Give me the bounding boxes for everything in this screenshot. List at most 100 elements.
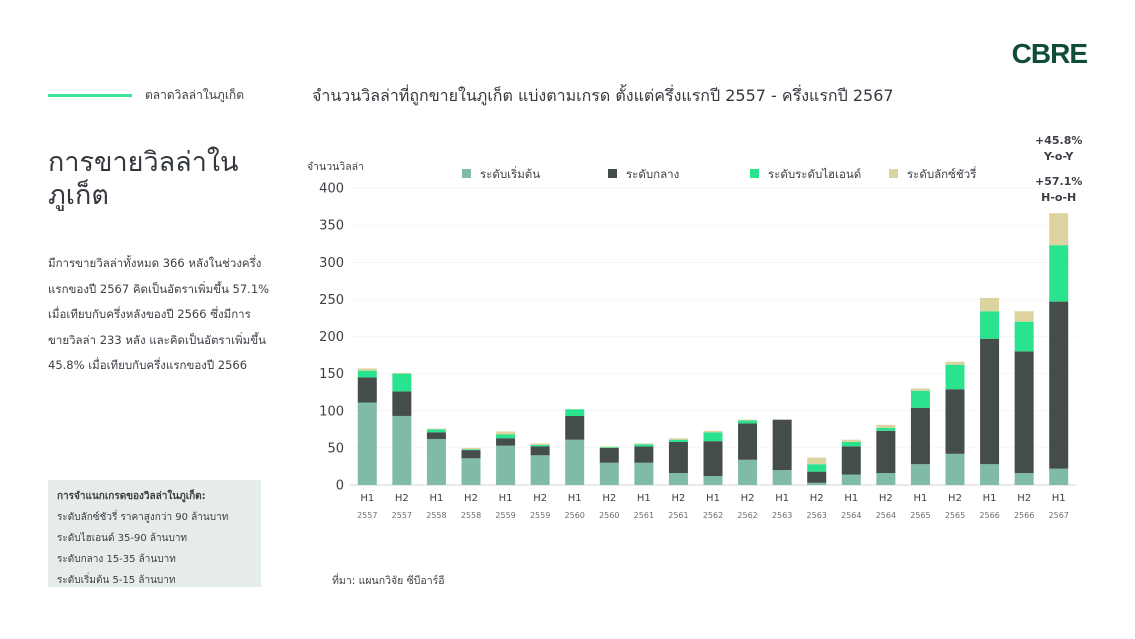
classification-item-high-end: ระดับไฮเอนด์ 35-90 ล้านบาท xyxy=(57,533,188,544)
bar-segment xyxy=(738,420,758,424)
x-tick-year: 2558 xyxy=(426,511,446,520)
classification-item-mid: ระดับกลาง 15-35 ล้านบาท xyxy=(57,554,176,565)
x-tick-half: H2 xyxy=(948,493,962,504)
x-tick-half: H2 xyxy=(464,493,478,504)
annotation-label: H-o-H xyxy=(1041,191,1076,204)
bar-segment xyxy=(426,429,446,433)
x-tick-half: H1 xyxy=(499,493,513,504)
y-tick-label: 50 xyxy=(327,441,344,456)
bar-segment xyxy=(807,464,827,472)
x-tick-year: 2558 xyxy=(461,511,481,520)
bar-segment xyxy=(530,455,550,485)
y-tick-label: 200 xyxy=(319,330,344,345)
bar-segment xyxy=(392,372,412,374)
x-tick-year: 2561 xyxy=(668,511,688,520)
y-tick-label: 300 xyxy=(319,256,344,271)
bar-segment xyxy=(461,447,481,450)
x-tick-half: H1 xyxy=(983,493,997,504)
bar-segment xyxy=(703,441,723,477)
bar-segment xyxy=(668,438,688,440)
bar-segment xyxy=(910,464,930,485)
bar-segment xyxy=(357,402,377,485)
bar-segment xyxy=(599,447,619,448)
x-tick-year: 2565 xyxy=(910,511,930,520)
bar-segment xyxy=(634,444,654,447)
bar-segment xyxy=(980,311,1000,339)
x-tick-year: 2559 xyxy=(530,511,550,520)
bar-segment xyxy=(599,462,619,485)
x-tick-year: 2560 xyxy=(565,511,585,520)
x-tick-half: H1 xyxy=(1052,493,1066,504)
x-tick-half: H2 xyxy=(741,493,755,504)
x-tick-half: H2 xyxy=(1017,493,1031,504)
bar-segment xyxy=(841,474,861,485)
y-axis-label: จำนวนวิลล่า xyxy=(307,161,364,173)
bar-segment xyxy=(772,470,792,485)
annotation-value: +57.1% xyxy=(1035,175,1082,188)
bar-segment xyxy=(910,390,930,408)
bar-segment xyxy=(1049,213,1069,246)
classification-item-entry: ระดับเริ่มต้น 5-15 ล้านบาท xyxy=(57,575,176,586)
bar-segment xyxy=(565,439,585,485)
x-tick-half: H1 xyxy=(637,493,651,504)
bar-segment xyxy=(841,441,861,447)
bar-segment xyxy=(841,446,861,475)
y-tick-label: 100 xyxy=(319,404,344,419)
bar-segment xyxy=(910,388,930,391)
bar-segment xyxy=(876,473,896,485)
bar-segment xyxy=(703,432,723,442)
bar-segment xyxy=(530,444,550,447)
y-tick-label: 0 xyxy=(336,479,344,494)
bar-segment xyxy=(910,407,930,465)
bar-segment xyxy=(945,361,965,365)
x-tick-year: 2559 xyxy=(495,511,515,520)
x-tick-year: 2560 xyxy=(599,511,619,520)
bar-segment xyxy=(945,389,965,454)
x-tick-year: 2567 xyxy=(1049,511,1069,520)
x-tick-half: H1 xyxy=(913,493,927,504)
bar-segment xyxy=(392,373,412,392)
x-tick-year: 2562 xyxy=(703,511,723,520)
legend-swatch xyxy=(889,169,898,178)
bar-segment xyxy=(1014,321,1034,352)
bar-segment xyxy=(1049,301,1069,469)
bar-segment xyxy=(634,446,654,463)
bar-segment xyxy=(634,462,654,485)
x-tick-half: H1 xyxy=(844,493,858,504)
bar-segment xyxy=(1049,245,1069,302)
page-heading: การขายวิลล่าใน ภูเก็ต xyxy=(48,147,239,211)
bar-segment xyxy=(426,432,446,439)
legend-label: ระดับระดับไฮเอนด์ xyxy=(768,167,861,181)
bar-segment xyxy=(496,431,516,435)
bar-segment xyxy=(565,409,585,416)
legend-swatch xyxy=(608,169,617,178)
x-tick-half: H1 xyxy=(429,493,443,504)
bar-segment xyxy=(876,430,896,474)
bar-segment xyxy=(738,423,758,460)
bar-segment xyxy=(392,391,412,416)
bar-segment xyxy=(599,446,619,448)
section-kicker: ตลาดวิลล่าในภูเก็ต xyxy=(145,88,244,102)
bar-segment xyxy=(876,427,896,431)
x-tick-year: 2566 xyxy=(979,511,999,520)
annotation-label: Y-o-Y xyxy=(1043,150,1074,163)
bar-segment xyxy=(357,370,377,378)
x-tick-year: 2563 xyxy=(772,511,792,520)
x-tick-half: H1 xyxy=(775,493,789,504)
x-tick-half: H1 xyxy=(360,493,374,504)
bar-segment xyxy=(980,338,1000,465)
x-tick-year: 2561 xyxy=(634,511,654,520)
bar-segment xyxy=(530,446,550,456)
grade-classification-box: การจำแนกเกรดของวิลล่าในภูเก็ต: ระดับลักซ… xyxy=(48,480,261,587)
bar-segment xyxy=(496,438,516,446)
bar-segment xyxy=(841,439,861,442)
x-tick-year: 2557 xyxy=(392,511,412,520)
bar-segment xyxy=(738,459,758,485)
bar-segment xyxy=(426,428,446,430)
bar-segment xyxy=(392,415,412,485)
bar-segment xyxy=(1014,351,1034,474)
x-tick-year: 2564 xyxy=(841,511,861,520)
x-tick-half: H2 xyxy=(671,493,685,504)
x-tick-half: H2 xyxy=(810,493,824,504)
